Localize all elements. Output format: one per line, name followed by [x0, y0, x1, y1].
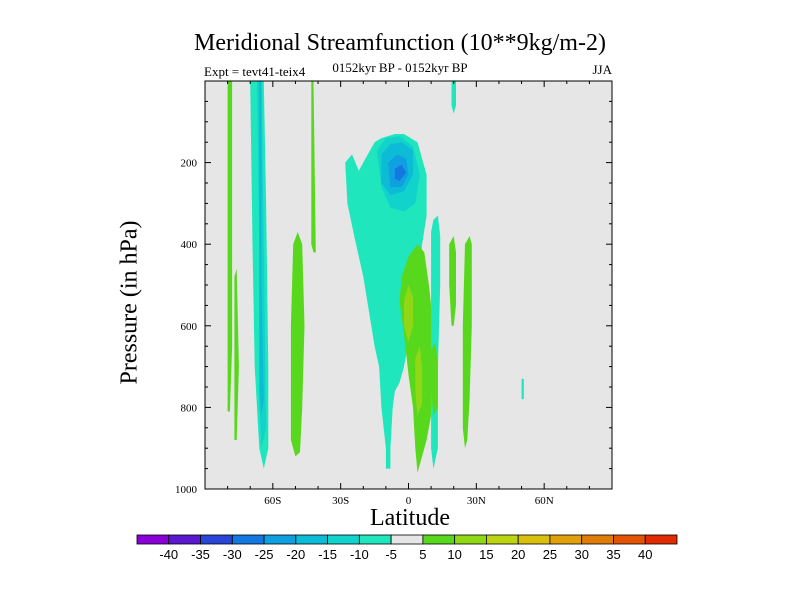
x-tick-label: 0 [406, 495, 412, 507]
colorbar-label: -15 [318, 547, 337, 562]
colorbar-box [454, 534, 487, 545]
colorbar-box [549, 534, 583, 545]
y-tick-label: 1000 [175, 484, 198, 496]
contour-region-north-tropics-yellow-top [404, 285, 413, 343]
colorbar-label: 15 [479, 547, 493, 562]
contour-band-southern-core [259, 81, 264, 416]
colorbar-box [168, 534, 201, 545]
colorbar-box [644, 534, 678, 545]
colorbar-label: -20 [286, 547, 305, 562]
colorbar-label: -25 [255, 547, 274, 562]
contour-region-tropical-cyan [345, 134, 427, 469]
colorbar-label: 5 [419, 547, 426, 562]
contour-region-north-tropics-yellow-low [415, 346, 423, 416]
contour-blob-south-midlat-green [290, 232, 305, 457]
colorbar-label: 35 [606, 547, 620, 562]
colorbar-label: 20 [511, 547, 525, 562]
colorbar-box [613, 534, 646, 545]
contour-band-far-south-green [227, 81, 233, 412]
colorbar-box [295, 534, 328, 545]
colorbar-box [263, 534, 297, 545]
colorbar-label: -35 [191, 547, 210, 562]
period-annotation: 0152kyr BP - 0152kyr BP [332, 60, 468, 75]
plot-frame [204, 80, 613, 490]
y-tick-label: 800 [181, 402, 198, 414]
colorbar-label: 25 [543, 547, 557, 562]
x-tick-label: 30N [467, 495, 486, 507]
colorbar-box [486, 534, 519, 545]
contour-regions [227, 81, 524, 473]
colorbar-box [358, 534, 392, 545]
season-annotation: JJA [592, 62, 612, 77]
colorbar: -40 -35 -30 -25 -20 -15 -10 -5 5 10 15 20 25 30 35 40 [136, 534, 678, 562]
colorbar-label: 40 [638, 547, 652, 562]
contour-band-south-subtropics-green [309, 81, 316, 253]
x-axis-label: Latitude [370, 505, 450, 531]
contour-band-north-cyan-top [451, 81, 456, 114]
colorbar-box [390, 534, 424, 545]
colorbar-box [136, 534, 170, 545]
y-tick-label: 200 [181, 158, 198, 170]
x-tick-label: 60N [535, 495, 554, 507]
contour-region-tropical-core [394, 164, 407, 181]
colorbar-label: 30 [574, 547, 588, 562]
chart-title: Meridional Streamfunction (10**9kg/m-2) [194, 30, 606, 56]
y-tick-label: 400 [181, 239, 198, 251]
colorbar-box [327, 534, 360, 545]
colorbar-label: -5 [385, 547, 397, 562]
colorbar-box [517, 534, 551, 545]
x-tick-label: 60S [264, 495, 281, 507]
contour-band-north-green [462, 236, 472, 449]
colorbar-box [231, 534, 265, 545]
contour-speck-north-cyan [521, 378, 524, 400]
colorbar-box [200, 534, 233, 545]
contour-band-north-green-small [449, 236, 456, 326]
colorbar-label: -40 [159, 547, 178, 562]
contour-band-north-green-small-2 [431, 342, 438, 416]
colorbar-label: 10 [447, 547, 461, 562]
y-tick-label: 600 [181, 321, 198, 333]
experiment-annotation: Expt = tevt41-teix4 [204, 64, 306, 79]
x-tick-label: 30S [332, 495, 349, 507]
contour-band-far-south-green-2 [234, 268, 239, 440]
colorbar-label: -30 [223, 547, 242, 562]
contour-band-southern-cyan-dark [257, 81, 267, 449]
colorbar-box [581, 534, 614, 545]
colorbar-label: -10 [350, 547, 369, 562]
colorbar-box [422, 534, 456, 545]
